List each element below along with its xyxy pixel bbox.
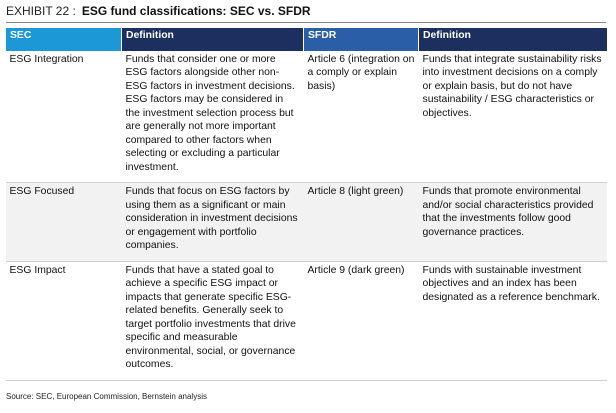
column-header: Definition bbox=[418, 28, 607, 51]
table-cell: Article 6 (integration on a comply or ex… bbox=[303, 50, 419, 183]
column-header: SEC bbox=[5, 28, 122, 51]
table-cell: Article 8 (light green) bbox=[303, 182, 419, 262]
source-note: Source: SEC, European Commission, Bernst… bbox=[6, 392, 207, 401]
column-header: Definition bbox=[121, 28, 304, 51]
table-cell: ESG Focused bbox=[5, 182, 122, 262]
table-row: ESG Impact Funds that have a stated goal … bbox=[5, 261, 607, 381]
table-cell: Funds that integrate sustainability risk… bbox=[418, 50, 607, 183]
table-cell: Funds with sustainable investment object… bbox=[418, 261, 607, 381]
table-cell: Article 9 (dark green) bbox=[303, 261, 419, 381]
title-bar: EXHIBIT 22 : ESG fund classifications: SE… bbox=[6, 4, 606, 23]
exhibit-title: ESG fund classifications: SEC vs. SFDR bbox=[81, 4, 311, 18]
exhibit-label: EXHIBIT 22 : bbox=[6, 4, 76, 18]
table: SEC Definition SFDR Definition ESG Integrat… bbox=[5, 28, 607, 381]
column-header: SFDR bbox=[303, 28, 419, 51]
table-cell: Funds that focus on ESG factors by using… bbox=[121, 182, 304, 262]
header-row: SEC Definition SFDR Definition bbox=[5, 28, 607, 51]
table-cell: Funds that consider one or more ESG fact… bbox=[121, 50, 304, 183]
table-cell: ESG Integration bbox=[5, 50, 122, 183]
table-cell: Funds that have a stated goal to achieve… bbox=[121, 261, 304, 381]
table-body: ESG Integration Funds that consider one o… bbox=[5, 50, 607, 381]
table-cell: ESG Impact bbox=[5, 261, 122, 381]
table-row: ESG Integration Funds that consider one o… bbox=[5, 50, 607, 183]
table-cell: Funds that promote environmental and/or … bbox=[418, 182, 607, 262]
table-row: ESG Focused Funds that focus on ESG facto… bbox=[5, 182, 607, 262]
